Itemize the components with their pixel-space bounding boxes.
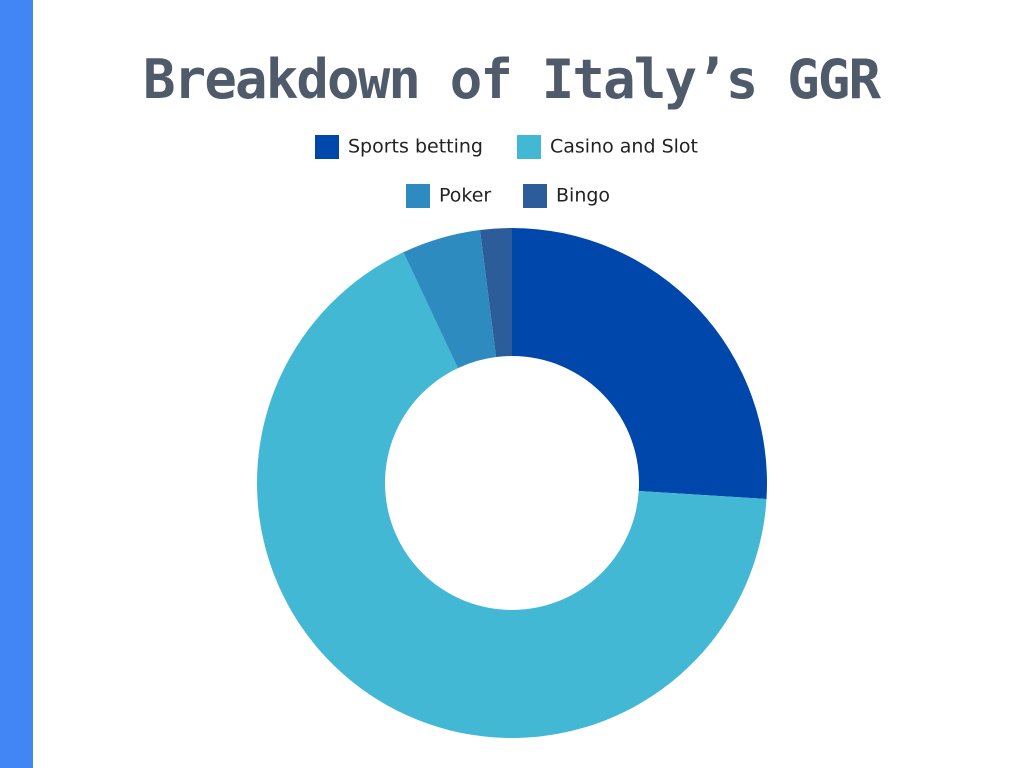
chart-title: Breakdown of Italy’s GGR (143, 48, 881, 111)
legend-swatch (523, 184, 547, 208)
legend-swatch (315, 135, 339, 159)
donut-slice (403, 230, 497, 369)
donut-slice (257, 252, 767, 738)
donut-slice (512, 228, 767, 500)
donut-slice (480, 228, 512, 358)
legend-label: Bingo (556, 185, 610, 207)
legend-label: Casino and Slot (550, 136, 698, 158)
legend-swatch (406, 184, 430, 208)
legend-label: Poker (439, 185, 491, 207)
side-bar (0, 0, 33, 768)
legend-swatch (517, 135, 541, 159)
legend-label: Sports betting (348, 136, 483, 158)
